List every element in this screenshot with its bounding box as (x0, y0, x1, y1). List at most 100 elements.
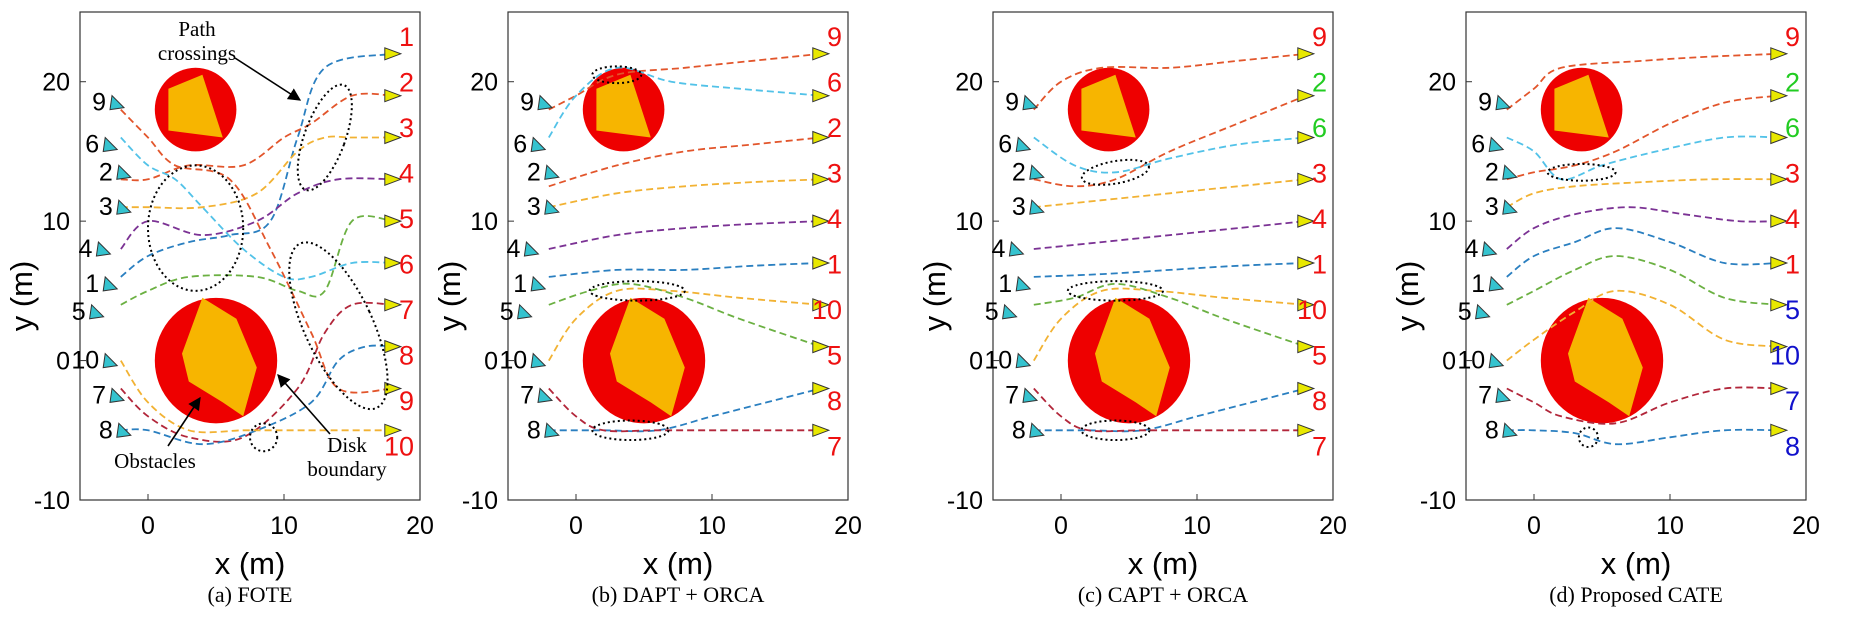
end-label-7: 7 (827, 432, 842, 462)
start-label-3: 3 (1485, 193, 1499, 221)
start-marker (1008, 240, 1025, 257)
start-label-3: 3 (527, 193, 541, 221)
goal-marker (1297, 423, 1316, 438)
trajectory-agent-6 (120, 136, 393, 281)
start-marker (1015, 352, 1032, 369)
end-label-1: 1 (399, 22, 414, 52)
annotation-disk-boundary-arrow (277, 374, 331, 435)
end-label-4: 4 (399, 159, 414, 189)
start-label-4: 4 (78, 235, 92, 263)
conflict-highlight (1577, 426, 1599, 449)
plot-area (507, 11, 849, 501)
start-label-3: 3 (1012, 193, 1026, 221)
obstacle-2 (1568, 297, 1643, 417)
start-label-1: 1 (513, 270, 527, 298)
goal-marker (1770, 214, 1789, 228)
x-axis-title: x (m) (1128, 546, 1199, 581)
x-axis-title: x (m) (643, 546, 714, 581)
trajectory-agent-10 (1506, 289, 1779, 362)
conflict-highlight (588, 280, 686, 302)
conflict-highlight (591, 65, 643, 85)
end-label-10: 10 (1770, 341, 1800, 371)
end-label-3: 3 (1785, 159, 1800, 189)
goal-marker (1770, 298, 1789, 312)
start-marker (102, 136, 119, 153)
start-marker (1488, 275, 1505, 292)
start-label-8: 8 (99, 416, 113, 444)
start-label-7: 7 (1478, 381, 1492, 409)
end-label-10: 10 (812, 295, 842, 325)
trajectory-agent-10 (1033, 287, 1306, 362)
y-tick-label: -10 (34, 487, 70, 515)
end-label-6: 6 (1312, 113, 1327, 143)
start-marker (1015, 275, 1032, 292)
start-marker (116, 422, 132, 438)
goal-marker (1770, 339, 1789, 354)
trajectory-agent-3 (120, 135, 393, 210)
panel-caption: (a) FOTE (208, 582, 293, 607)
goal-marker (812, 214, 831, 228)
end-label-2: 2 (399, 68, 414, 98)
goal-marker (1770, 130, 1789, 145)
start-label-6: 6 (85, 130, 99, 158)
y-tick-label: -10 (1420, 487, 1456, 515)
goal-marker (812, 88, 831, 103)
end-label-10: 10 (384, 432, 414, 462)
goal-marker (812, 423, 831, 438)
trajectory-agent-10 (548, 287, 821, 362)
start-marker (1481, 240, 1498, 257)
goal-marker (1297, 298, 1316, 312)
goal-marker (812, 298, 831, 312)
trajectory-agent-5 (1033, 282, 1307, 348)
y-tick-label: 0 (1442, 348, 1456, 376)
end-label-2: 2 (1785, 68, 1800, 98)
start-label-9: 9 (1005, 89, 1019, 117)
start-marker (523, 240, 540, 257)
x-tick-label: 0 (1527, 512, 1541, 540)
plot-area (1465, 11, 1807, 501)
start-label-9: 9 (92, 89, 106, 117)
start-label-10: 10 (499, 347, 527, 375)
start-label-7: 7 (1005, 381, 1019, 409)
start-label-6: 6 (513, 130, 527, 158)
start-label-8: 8 (1485, 416, 1499, 444)
end-label-7: 7 (399, 295, 414, 325)
trajectory-agent-1 (548, 262, 821, 278)
goal-marker (384, 423, 403, 438)
x-tick-label: 20 (1792, 512, 1820, 540)
goal-marker (384, 339, 403, 354)
y-tick-label: 0 (484, 348, 498, 376)
conflict-highlight (249, 422, 279, 453)
trajectory-agent-7 (1506, 386, 1779, 425)
trajectory-agent-4 (548, 220, 821, 250)
start-marker (1495, 387, 1512, 403)
panel-caption: (b) DAPT + ORCA (592, 582, 765, 607)
conflict-highlight (1066, 280, 1165, 302)
end-label-8: 8 (399, 341, 414, 371)
start-marker (544, 164, 560, 180)
x-tick-label: 10 (1183, 512, 1211, 540)
trajectory-agent-2 (1033, 94, 1307, 188)
start-label-2: 2 (1485, 158, 1499, 186)
trajectory-agent-7 (548, 387, 821, 433)
goal-marker (812, 381, 831, 396)
start-label-1: 1 (85, 270, 99, 298)
trajectory-agent-8 (120, 344, 393, 446)
trajectory-agent-7 (1033, 387, 1306, 433)
conflict-highlight (147, 164, 245, 292)
annotation-layer: Path crossings Obstacles Disk boundary (114, 17, 387, 481)
start-marker (1029, 164, 1045, 180)
x-axis-title: x (m) (1601, 546, 1672, 581)
goal-marker (1297, 214, 1316, 228)
trajectory-agent-3 (1033, 178, 1306, 209)
start-marker (1029, 422, 1045, 438)
goal-marker (1297, 47, 1316, 61)
end-label-8: 8 (1312, 386, 1327, 416)
x-tick-label: 20 (406, 512, 434, 540)
plot-area (79, 11, 421, 501)
trajectory-agent-4 (1506, 206, 1779, 250)
goal-marker (812, 47, 831, 61)
trajectory-agent-7 (120, 301, 393, 443)
